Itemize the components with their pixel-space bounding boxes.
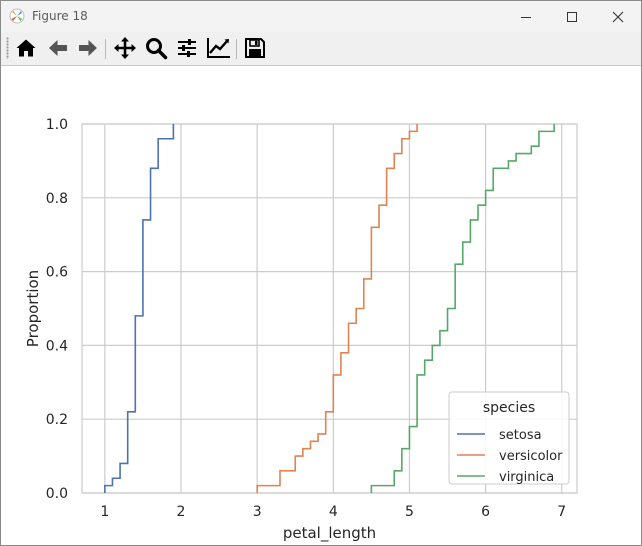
legend-label-setosa: setosa: [499, 428, 542, 443]
grid-lines: [82, 123, 577, 494]
ecdf-line-virginica: [370, 124, 555, 493]
ecdf-line-versicolor: [256, 124, 418, 493]
legend-box: [448, 391, 570, 485]
back-icon: [49, 40, 67, 56]
toolbar-grip[interactable]: [6, 37, 9, 59]
legend-label-virginica: virginica: [499, 470, 554, 485]
x-tick-label: 3: [253, 504, 262, 520]
y-tick-labels: 0.0 0.2 0.4 0.6 0.8 1.0: [46, 117, 68, 502]
x-tick-label: 1: [100, 504, 109, 520]
legend: species setosa versicolor virginica: [448, 391, 570, 485]
ecdf-line-setosa: [104, 124, 175, 493]
y-tick-label: 0.8: [46, 191, 68, 207]
subplots-button[interactable]: [173, 34, 201, 62]
back-button[interactable]: [44, 34, 72, 62]
pan-icon: [114, 37, 136, 59]
toolbar-separator: [105, 39, 106, 59]
y-tick-label: 0.6: [46, 265, 68, 281]
forward-button[interactable]: [74, 34, 102, 62]
matplotlib-app-icon: [9, 8, 25, 24]
zoom-icon: [146, 38, 168, 60]
close-icon: [612, 11, 624, 22]
minimize-icon: [521, 16, 531, 18]
window-title: Figure 18: [32, 9, 88, 23]
maximize-button[interactable]: [549, 1, 595, 32]
toolbar-separator: [236, 39, 237, 59]
y-tick-label: 1.0: [46, 117, 68, 133]
zoom-button[interactable]: [142, 34, 170, 62]
forward-icon: [79, 40, 97, 56]
home-icon: [16, 39, 36, 57]
x-tick-label: 2: [177, 504, 186, 520]
customize-icon: [207, 38, 230, 58]
save-button[interactable]: [241, 34, 269, 62]
legend-title: species: [483, 400, 535, 416]
minimize-button[interactable]: [503, 1, 549, 32]
ecdf-series: [104, 124, 555, 493]
x-axis-label: petal_length: [283, 524, 376, 543]
x-tick-label: 7: [557, 504, 566, 520]
legend-label-versicolor: versicolor: [499, 449, 563, 464]
customize-button[interactable]: [205, 34, 233, 62]
save-icon: [245, 38, 265, 58]
x-tick-labels: 1 2 3 4 5 6 7: [100, 504, 566, 520]
y-axis-label: Proportion: [24, 270, 42, 347]
home-button[interactable]: [12, 34, 40, 62]
x-tick-label: 4: [329, 504, 338, 520]
maximize-icon: [567, 11, 577, 22]
axes-frame: [81, 123, 578, 494]
pan-button[interactable]: [111, 34, 139, 62]
y-tick-label: 0.4: [46, 338, 68, 354]
subplots-icon: [178, 39, 196, 57]
y-tick-label: 0.2: [46, 412, 68, 428]
navigation-toolbar: [1, 32, 641, 66]
close-button[interactable]: [595, 1, 641, 32]
x-tick-label: 5: [405, 504, 414, 520]
y-tick-label: 0.0: [46, 486, 68, 502]
title-bar[interactable]: Figure 18: [1, 1, 641, 32]
x-tick-label: 6: [481, 504, 490, 520]
